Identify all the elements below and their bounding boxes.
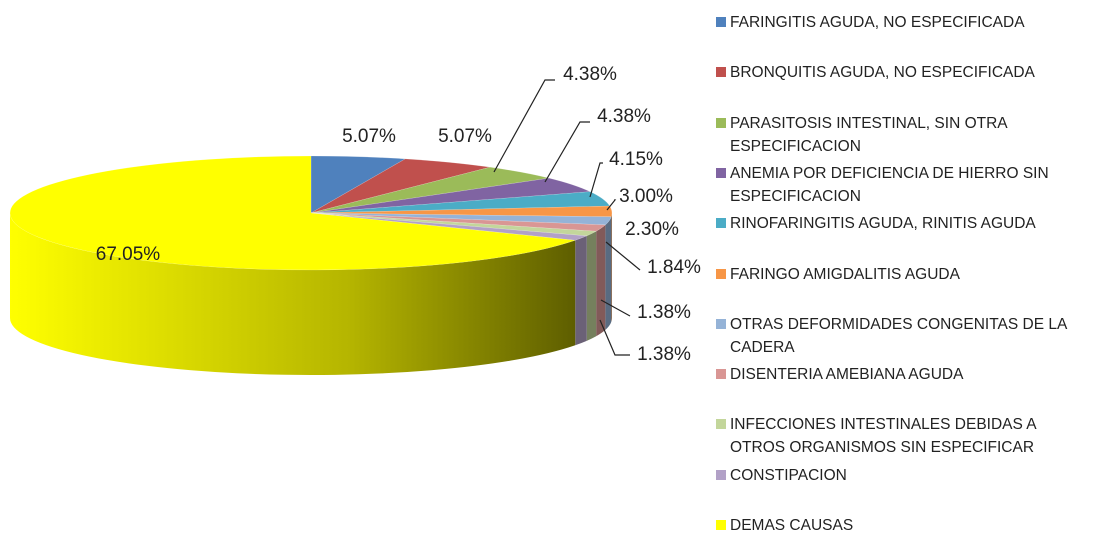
legend-label: DISENTERIA AMEBIANA AGUDA (730, 366, 964, 384)
legend-swatch (716, 117, 726, 128)
data-label: 4.38% (563, 64, 617, 85)
leader-line (606, 199, 617, 211)
legend-swatch (716, 318, 726, 329)
legend-label: BRONQUITIS AGUDA, NO ESPECIFICADA (730, 64, 1035, 82)
data-label: 4.15% (609, 149, 663, 170)
slice (310, 212, 612, 226)
slice-side (575, 235, 587, 346)
slice (310, 212, 597, 237)
legend-label: CONSTIPACION (730, 466, 847, 484)
legend-swatch (716, 268, 726, 279)
slice (9, 155, 576, 271)
legend-label: INFECCIONES INTESTINALES DEBIDAS A OTROS… (730, 416, 1036, 457)
data-label: 67.05% (96, 244, 161, 265)
data-label: 1.38% (637, 344, 691, 365)
leader-line (599, 319, 630, 356)
slice-side (611, 213, 612, 322)
legend-label: PARASITOSIS INTESTINAL, SIN OTRA ESPECIF… (730, 114, 1007, 155)
legend-swatch (716, 520, 726, 530)
legend-label: ANEMIA POR DEFICIENCIA DE HIERRO SIN ESP… (730, 164, 1049, 205)
slice (310, 155, 407, 214)
legend-swatch (716, 419, 726, 430)
data-label: 1.38% (637, 302, 691, 323)
data-label: 1.84% (647, 257, 701, 278)
slice (310, 177, 592, 214)
slice-side (596, 224, 606, 337)
legend-label: DEMAS CAUSAS (730, 517, 854, 534)
legend-label: RINOFARINGITIS AGUDA, RINITIS AGUDA (730, 215, 1036, 233)
legend-swatch (716, 67, 726, 78)
slice-side (586, 231, 597, 341)
data-label: 5.07% (438, 126, 492, 147)
legend-swatch (716, 167, 726, 178)
data-label: 4.38% (597, 106, 651, 127)
legend-label: OTRAS DEFORMIDADES CONGENITAS DE LA CADE… (730, 315, 1067, 356)
leader-line (605, 241, 641, 271)
slice-side (605, 216, 612, 330)
slice (310, 212, 606, 232)
leader-line (493, 79, 555, 173)
legend-label: FARINGO AMIGDALITIS AGUDA (730, 265, 960, 283)
slice (310, 158, 491, 214)
slice (310, 212, 587, 241)
slice (310, 166, 550, 214)
legend-label: FARINGITIS AGUDA, NO ESPECIFICADA (730, 14, 1025, 31)
leader-line (600, 299, 631, 317)
legend-swatch (716, 469, 726, 480)
slice-side (10, 213, 576, 375)
legend-swatch (716, 17, 726, 27)
legend-swatch (716, 218, 726, 229)
data-label: 3.00% (619, 186, 673, 207)
data-label: 2.30% (625, 219, 679, 240)
data-label: 5.07% (342, 126, 396, 147)
leader-line (544, 121, 590, 183)
legend-swatch (716, 369, 726, 380)
leader-line (589, 162, 603, 198)
